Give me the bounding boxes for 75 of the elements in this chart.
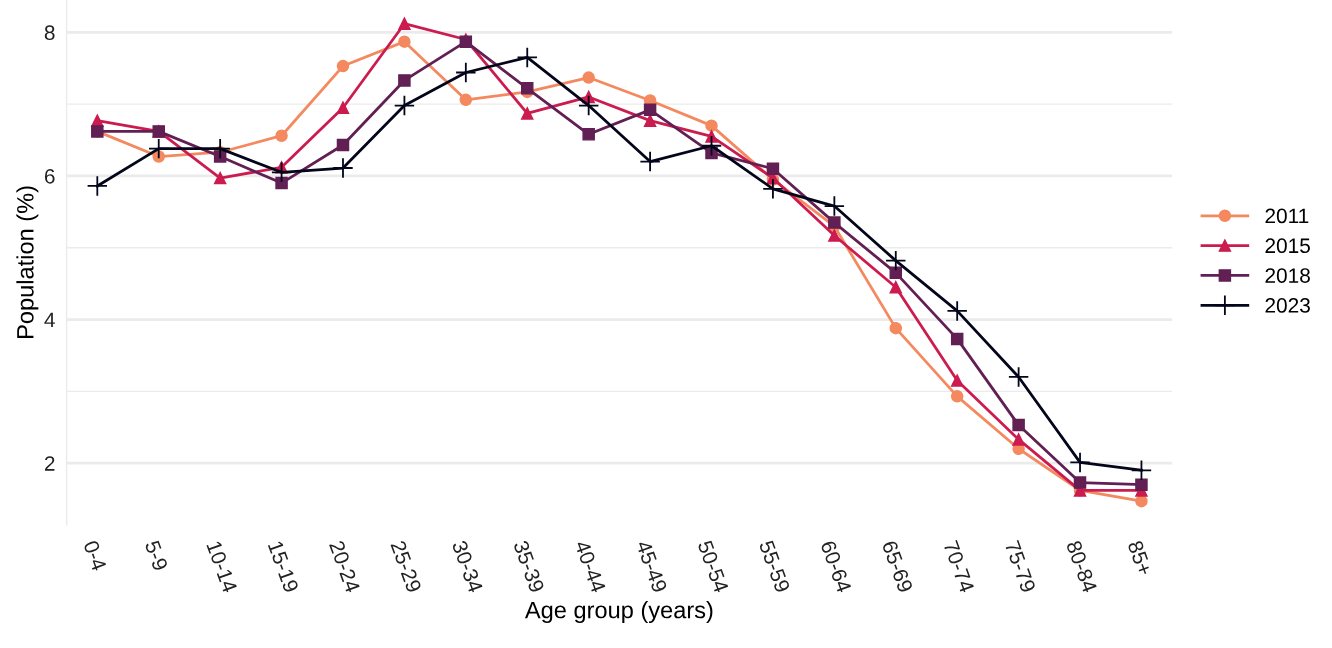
- legend-label: 2015: [1265, 238, 1310, 254]
- point: [270, 161, 293, 183]
- point: [336, 59, 350, 73]
- point: [336, 101, 350, 114]
- point: [950, 374, 964, 387]
- x-tick-label: 85+: [1127, 539, 1153, 577]
- y-tick-label: 4: [44, 312, 55, 328]
- x-tick-label: 30-34: [451, 539, 484, 594]
- x-tick-label: 55-59: [758, 539, 791, 594]
- point: [705, 119, 718, 132]
- point: [148, 138, 170, 160]
- point: [582, 128, 595, 141]
- point: [639, 150, 661, 173]
- point: [398, 74, 411, 87]
- point: [398, 17, 411, 30]
- point: [950, 332, 964, 346]
- point: [828, 229, 841, 242]
- point: [946, 300, 968, 322]
- x-tick-label: 10-14: [206, 540, 238, 594]
- point: [1130, 459, 1153, 481]
- point: [275, 129, 288, 142]
- point: [1012, 433, 1025, 446]
- point: [578, 94, 600, 117]
- x-tick-label: 80-84: [1065, 539, 1098, 594]
- point: [1012, 418, 1025, 432]
- point: [828, 216, 841, 229]
- point: [520, 82, 534, 95]
- point: [1073, 476, 1087, 489]
- x-tick-label: 0-4: [83, 539, 107, 572]
- x-tick-label: 50-54: [697, 539, 730, 594]
- x-tick-label: 15-19: [267, 540, 299, 594]
- y-axis-title: Population (%): [16, 186, 39, 338]
- point: [762, 178, 784, 200]
- x-tick-label: 60-64: [820, 539, 852, 594]
- point: [1007, 366, 1030, 388]
- legend-label: 2023: [1265, 298, 1310, 313]
- y-tick-label: 6: [44, 168, 55, 184]
- point: [1069, 451, 1091, 474]
- x-axis-title: Age group (years): [524, 601, 713, 624]
- point: [766, 162, 780, 175]
- x-tick-label: 25-29: [390, 539, 422, 594]
- point: [643, 103, 657, 117]
- point: [213, 171, 227, 185]
- x-tick-label: 65-69: [881, 539, 914, 594]
- point: [950, 390, 964, 403]
- point: [643, 114, 657, 127]
- x-tick-label: 75-79: [1004, 539, 1036, 594]
- x-tick-label: 45-49: [635, 539, 668, 594]
- point: [520, 107, 534, 120]
- point: [582, 71, 595, 84]
- x-tick-label: 20-24: [328, 539, 361, 594]
- point: [393, 94, 416, 117]
- y-tick-label: 8: [44, 25, 55, 41]
- point: [885, 250, 907, 272]
- y-tick-label: 2: [44, 456, 55, 471]
- x-tick-label: 5-9: [144, 539, 169, 572]
- point: [889, 280, 903, 294]
- point: [1135, 478, 1148, 491]
- point: [455, 61, 477, 84]
- x-tick-label: 35-39: [513, 539, 545, 594]
- point: [889, 321, 903, 335]
- point: [398, 35, 411, 48]
- point: [86, 175, 108, 197]
- legend-label: 2018: [1265, 268, 1310, 283]
- point: [459, 93, 473, 107]
- x-tick-label: 70-74: [943, 539, 975, 594]
- point: [209, 138, 231, 160]
- point: [889, 266, 903, 280]
- point: [700, 135, 723, 157]
- point: [336, 138, 350, 152]
- point: [516, 46, 538, 69]
- point: [275, 176, 288, 190]
- x-tick-label: 40-44: [574, 539, 607, 594]
- point: [823, 195, 845, 217]
- legend-label: 2011: [1265, 208, 1309, 224]
